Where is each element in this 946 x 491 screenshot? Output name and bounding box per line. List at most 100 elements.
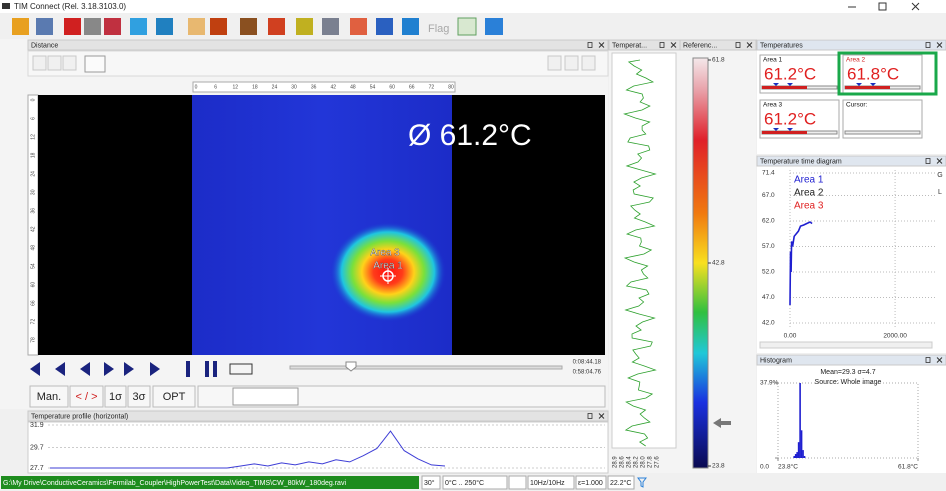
panel-title: Temperat... (612, 42, 647, 49)
y-tick-label: 31.9 (30, 422, 44, 429)
area-name: Area 1 (763, 57, 783, 64)
panel-title: Temperature time diagram (760, 158, 842, 165)
y-tick-label: 57.0 (762, 243, 775, 250)
ruler-label: 36 (30, 208, 36, 214)
title-bar (0, 0, 946, 13)
legend-entry: Area 3 (794, 201, 824, 212)
legend-entry: Area 2 (794, 188, 824, 199)
nav-button[interactable] (548, 56, 561, 70)
ruler-label: 36 (311, 84, 317, 90)
mode-button-label: Man. (37, 391, 61, 403)
y-tick-label: 0.0 (760, 464, 769, 471)
panel-title: Referenc... (683, 42, 717, 49)
legend-entry: Area 1 (794, 175, 824, 186)
strip-plot (612, 53, 676, 448)
strip-label: 27.8 (648, 456, 654, 468)
toolbar-button[interactable] (36, 18, 53, 35)
area-bar (845, 131, 920, 134)
toolbar-button[interactable] (402, 18, 419, 35)
mode-button-label: 3σ (133, 391, 146, 403)
toolbar-button[interactable] (156, 18, 173, 35)
position-slider[interactable] (85, 56, 105, 72)
toolbar-button[interactable] (12, 18, 29, 35)
status-ambient: 22.2°C (610, 479, 631, 487)
toolbar-button[interactable] (240, 18, 257, 35)
toolbar-button[interactable] (210, 18, 227, 35)
panel-title: Temperature profile (horizontal) (31, 413, 128, 420)
toolbar-button[interactable] (485, 18, 503, 35)
histogram-bar (804, 456, 806, 458)
panel-title: Temperatures (760, 42, 803, 49)
y-tick-label: 71.4 (762, 170, 775, 177)
area-name: Area 2 (846, 57, 866, 64)
strip-label: 28.0 (641, 456, 647, 468)
x-tick-label: 0.00 (784, 333, 797, 340)
toolbar-button[interactable] (322, 18, 339, 35)
nav-button[interactable] (33, 56, 46, 70)
toolbar-button[interactable] (188, 18, 205, 35)
ruler-label: 30 (30, 189, 36, 195)
toolbar-button[interactable] (268, 18, 285, 35)
histogram-stats: Mean=29.3 σ=4.7 (820, 369, 875, 376)
nav-button[interactable] (48, 56, 61, 70)
toolbar-button[interactable] (104, 18, 121, 35)
ruler-label: 18 (252, 84, 258, 90)
ruler-label: 12 (232, 84, 238, 90)
mode-button-label: < / > (75, 391, 97, 403)
toolbar-button[interactable] (130, 18, 147, 35)
histogram-bar (798, 442, 800, 458)
mean-temperature-label: Ø 61.2°C (408, 119, 532, 152)
panel-title: Distance (31, 42, 58, 49)
play-button[interactable] (186, 361, 190, 377)
nav-button[interactable] (63, 56, 76, 70)
ruler-label: 18 (30, 152, 36, 158)
panel-title: Histogram (760, 357, 792, 364)
ruler-label: 12 (30, 134, 36, 140)
ruler-label: 48 (30, 245, 36, 251)
cursor-label: Cursor: (846, 102, 868, 109)
range-slider-thumb[interactable] (233, 388, 298, 405)
mode-button-label: 1σ (109, 391, 122, 403)
side-button: G (937, 172, 942, 179)
ruler-label: 66 (30, 300, 36, 306)
time-slider-track (290, 366, 562, 369)
toolbar-button[interactable] (376, 18, 393, 35)
h-scrollbar (760, 342, 932, 348)
ruler-label: 24 (30, 171, 36, 177)
ruler-label: 78 (30, 337, 36, 343)
flag-button: Flag (428, 23, 449, 35)
ruler-left (28, 95, 38, 355)
toolbar-button[interactable] (458, 18, 476, 35)
area-bar-fill (845, 86, 890, 89)
nav-bar (28, 51, 608, 76)
y-tick-label: 42.0 (762, 320, 775, 327)
histogram-bar (802, 450, 804, 458)
area-value: 61.8°C (847, 64, 899, 83)
histogram-bar (796, 452, 798, 458)
scale-label: 23.8 (712, 463, 725, 470)
ruler-label: 72 (30, 319, 36, 325)
toolbar-button[interactable] (64, 18, 81, 35)
histogram-bar (799, 383, 801, 458)
ruler-label: 72 (429, 84, 435, 90)
playback-position: 0:08:44.18 (573, 360, 602, 366)
y-tick-label: 52.0 (762, 269, 775, 276)
status-path: G:\My Drive\ConductiveCeramics\Fermilab_… (3, 480, 346, 487)
ruler-label: 66 (409, 84, 415, 90)
ruler-label: 60 (30, 282, 36, 288)
x-tick-label: 23.8°C (778, 463, 798, 471)
mode-button-label: OPT (163, 391, 186, 403)
toolbar-button[interactable] (84, 18, 101, 35)
toolbar-button[interactable] (296, 18, 313, 35)
histogram-bar (801, 430, 803, 458)
nav-button[interactable] (582, 56, 595, 70)
app-window: { "window": {"title": "TIM Connect (Rel.… (0, 0, 946, 491)
strip-label: 28.2 (634, 456, 640, 468)
area-bar-fill (762, 131, 807, 134)
toolbar-button[interactable] (350, 18, 367, 35)
pause-button[interactable] (213, 361, 217, 377)
status-range: 0°C .. 250°C (445, 479, 484, 487)
pause-button[interactable] (205, 361, 209, 377)
nav-button[interactable] (565, 56, 578, 70)
area-value: 61.2°C (764, 109, 816, 128)
